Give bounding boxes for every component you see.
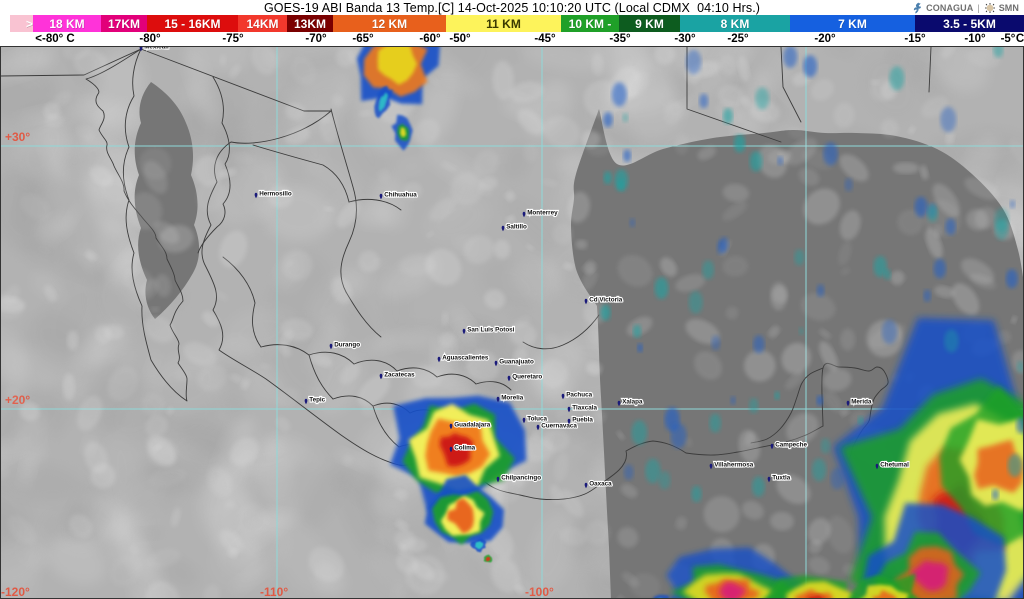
svg-text:Toluca: Toluca: [527, 416, 547, 423]
svg-text:Queretaro: Queretaro: [512, 374, 542, 381]
svg-text:Chihuahua: Chihuahua: [384, 192, 417, 199]
svg-text:Villahermosa: Villahermosa: [714, 462, 754, 469]
svg-text:-120°: -120°: [1, 585, 30, 599]
svg-text:Cuernavaca: Cuernavaca: [541, 423, 577, 430]
svg-text:Merida: Merida: [851, 399, 872, 406]
svg-text:Tuxtla: Tuxtla: [772, 475, 791, 482]
svg-text:+30°: +30°: [5, 130, 30, 144]
svg-text:Saltillo: Saltillo: [506, 224, 527, 231]
svg-text:Morelia: Morelia: [501, 395, 524, 402]
svg-text:Cd Victoria: Cd Victoria: [589, 297, 623, 304]
svg-text:Pachuca: Pachuca: [566, 392, 592, 399]
svg-text:Puebla: Puebla: [572, 417, 593, 424]
svg-text:Chetumal: Chetumal: [880, 462, 909, 469]
svg-text:Chilpancingo: Chilpancingo: [501, 475, 541, 482]
svg-text:Xalapa: Xalapa: [622, 399, 643, 406]
svg-text:-110°: -110°: [260, 585, 288, 599]
svg-text:Mexicali: Mexicali: [144, 47, 169, 51]
svg-text:San Luis Potosi: San Luis Potosi: [467, 327, 514, 334]
svg-text:Colima: Colima: [454, 445, 475, 452]
svg-text:Durango: Durango: [334, 342, 360, 349]
svg-text:Guanajuato: Guanajuato: [499, 359, 534, 366]
svg-text:Hermosillo: Hermosillo: [259, 191, 292, 198]
svg-text:Campeche: Campeche: [775, 442, 807, 449]
svg-text:Oaxaca: Oaxaca: [589, 481, 612, 488]
svg-text:Tlaxcala: Tlaxcala: [572, 405, 597, 412]
svg-text:Aguascalientes: Aguascalientes: [442, 355, 489, 362]
svg-text:Guadalajara: Guadalajara: [454, 422, 491, 429]
svg-text:Monterrey: Monterrey: [527, 210, 558, 217]
svg-text:Zacatecas: Zacatecas: [384, 372, 415, 379]
svg-text:Tepic: Tepic: [309, 397, 325, 404]
